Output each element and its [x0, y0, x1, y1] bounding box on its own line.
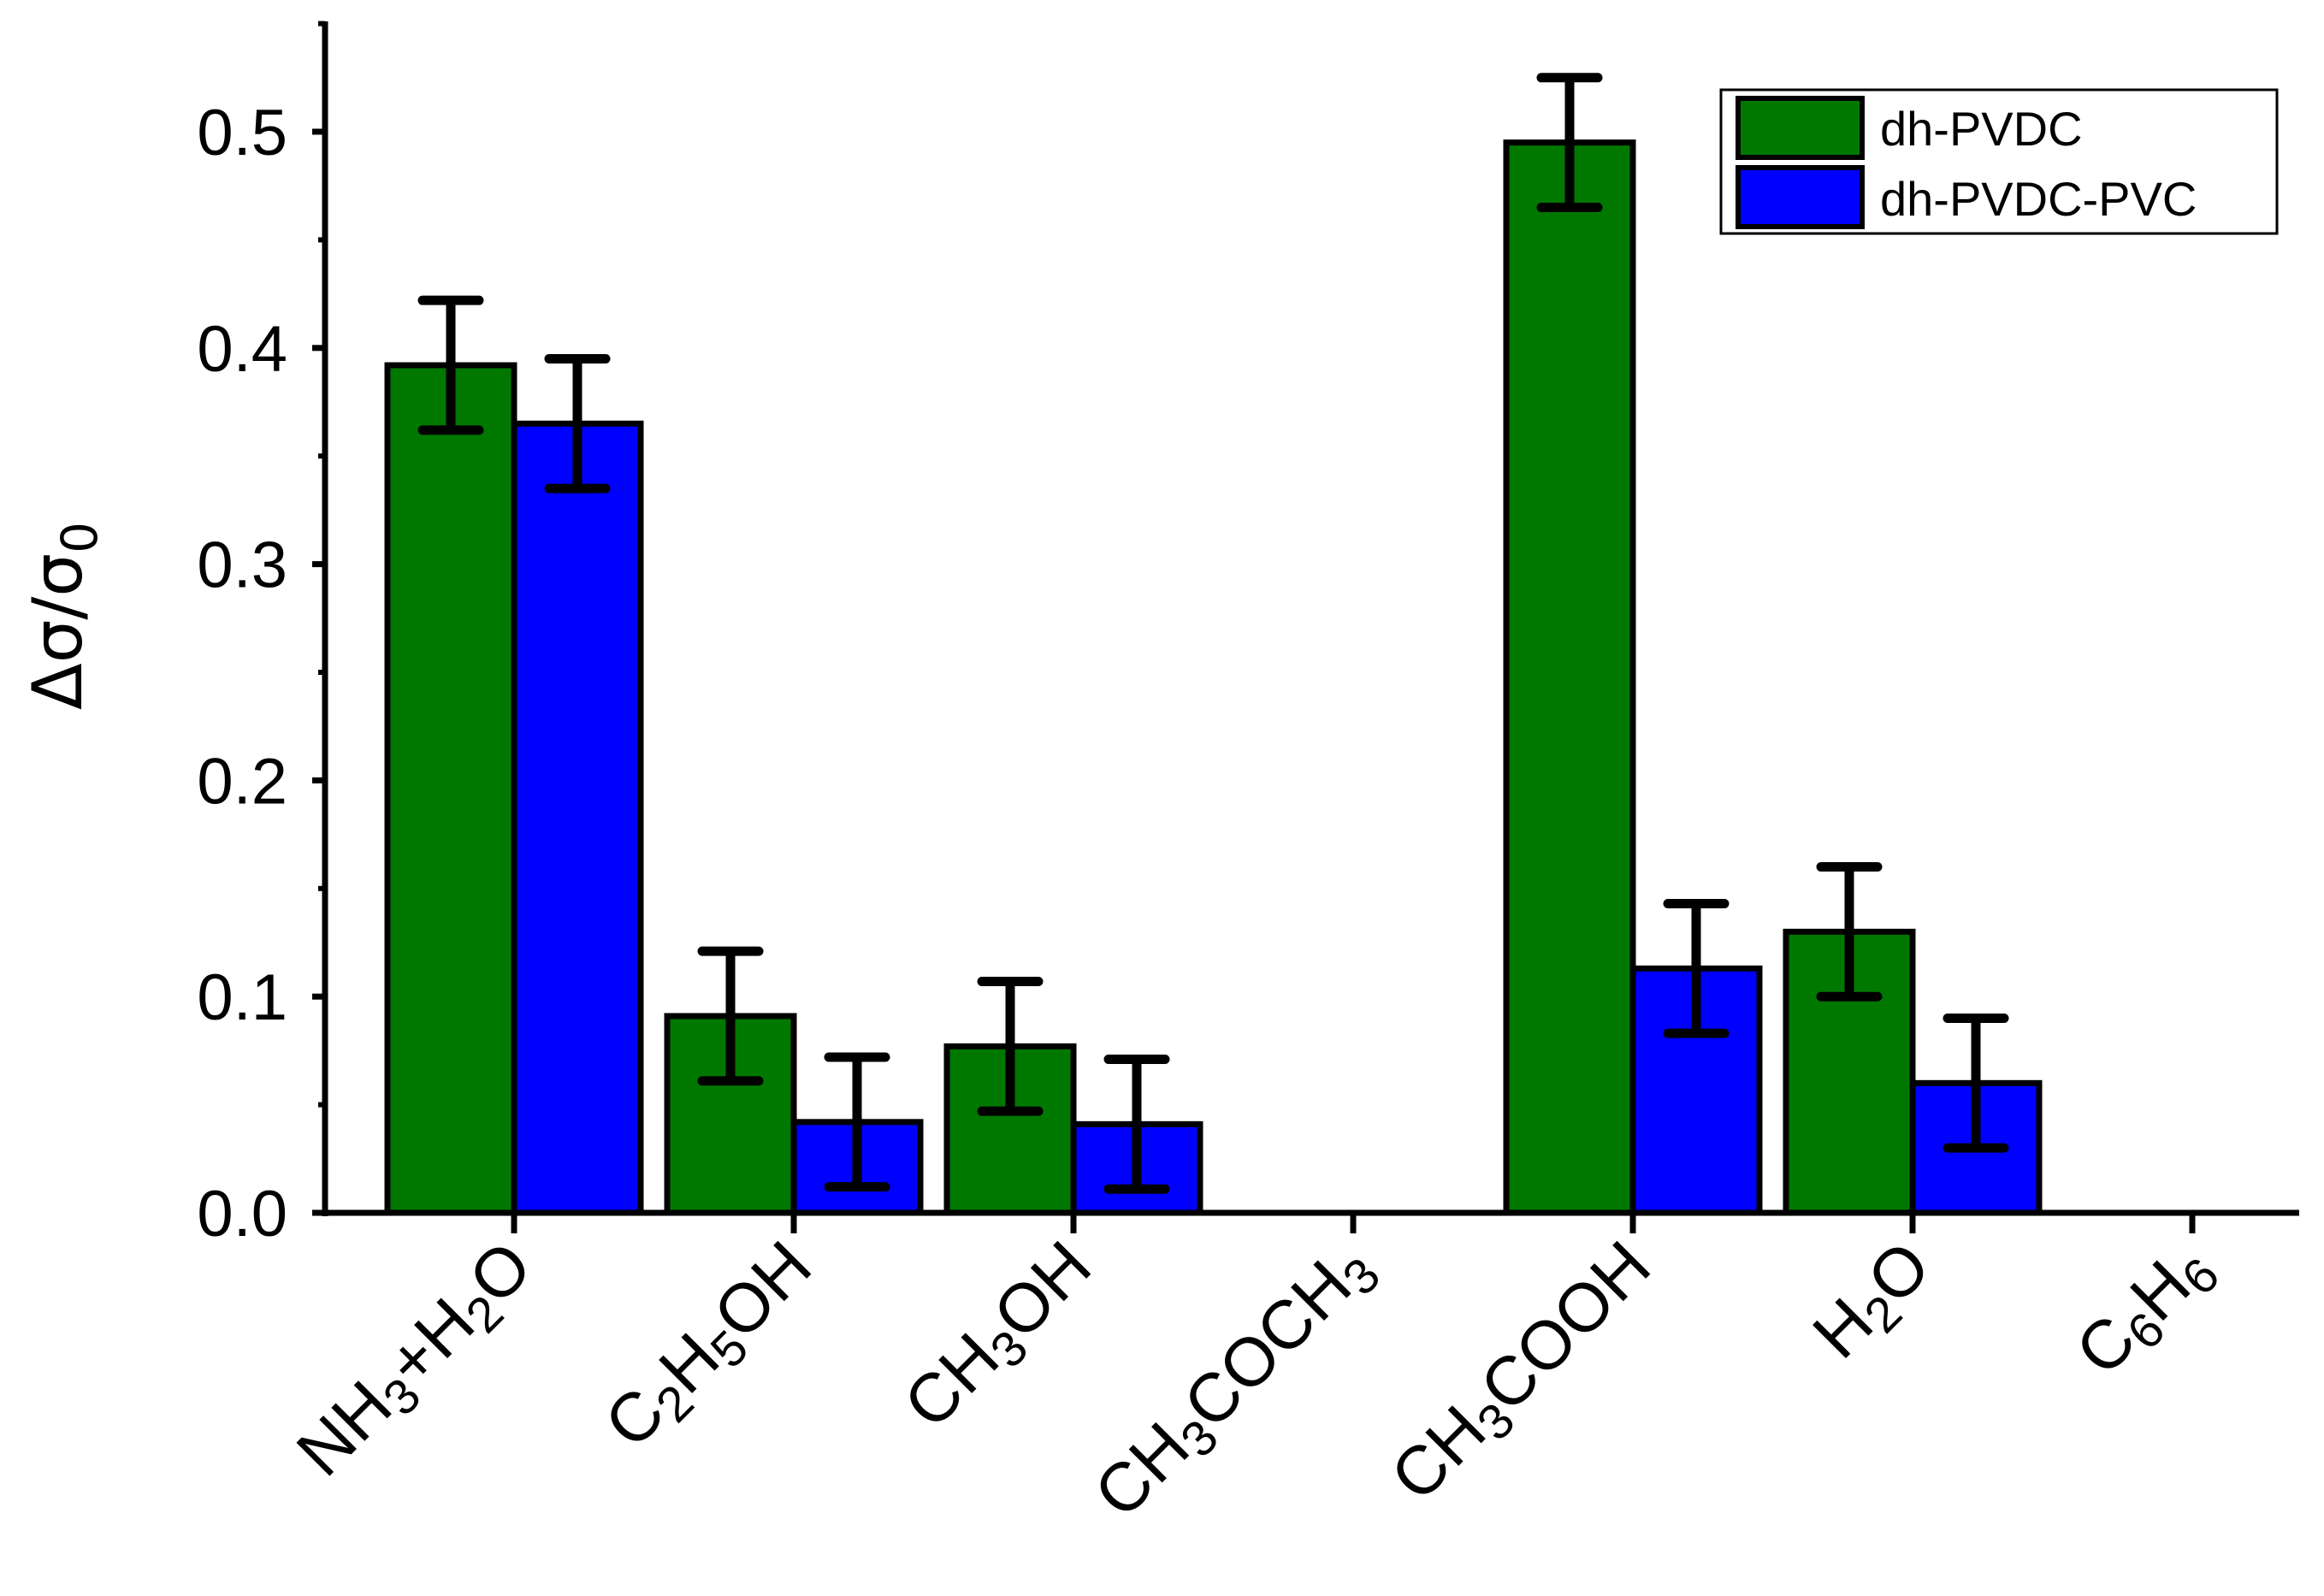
- y-tick-label: 0.3: [197, 529, 287, 602]
- y-tick-label: 0.1: [197, 961, 287, 1034]
- x-tick-label: NH3+H2O: [282, 1227, 552, 1496]
- y-axis-title-text: Δσ/σ0: [18, 522, 109, 710]
- y-axis-title-main: Δσ/σ: [18, 553, 98, 710]
- label-part: COOH: [1465, 1227, 1665, 1426]
- label-part: COCH: [1169, 1246, 1365, 1442]
- x-tick-label: C6H6: [2061, 1227, 2230, 1395]
- legend-label-dh-pvdc: dh-PVDC: [1880, 102, 2083, 156]
- x-tick-label-group: C2H5OH: [590, 1227, 831, 1468]
- y-ticks: 0.0 0.1 0.2 0.3 0.4 0.5: [197, 21, 325, 1250]
- legend-label-dh-pvdc-pvc: dh-PVDC-PVC: [1880, 172, 2197, 226]
- x-tick-label: CH3OH: [890, 1227, 1111, 1448]
- axes-layer: [322, 21, 2299, 1216]
- x-tick-label-group: H2O: [1798, 1227, 1950, 1379]
- x-tick-label: H2O: [1798, 1227, 1950, 1379]
- y-tick-label: 0.5: [197, 97, 287, 169]
- legend: dh-PVDC dh-PVDC-PVC: [1719, 88, 2279, 235]
- bar-dh-pvdc-4: [1503, 139, 1636, 1216]
- bars-layer: [384, 139, 2043, 1216]
- x-tick-label: CH3COOH: [1376, 1227, 1671, 1521]
- errorbars-layer: [417, 73, 2009, 1194]
- y-axis-title: Δσ/σ0: [18, 522, 109, 710]
- bar-dh-pvdc-pvc-0: [511, 420, 644, 1216]
- x-tick-label: CH3COCH3: [1079, 1227, 1391, 1538]
- x-tick-label-group: C6H6: [2061, 1227, 2230, 1395]
- x-tick-label-group: CH3OH: [890, 1227, 1111, 1448]
- legend-swatch-dh-pvdc-pvc: [1736, 165, 1865, 229]
- x-tick-label-group: CH3COOH: [1376, 1227, 1671, 1521]
- x-tick-label-group: CH3COCH3: [1079, 1227, 1391, 1538]
- y-tick-label: 0.2: [197, 745, 287, 818]
- x-tick-label-group: NH3+H2O: [282, 1227, 552, 1496]
- legend-swatch-dh-pvdc: [1736, 96, 1865, 160]
- y-tick-label: 0.4: [197, 313, 287, 386]
- y-axis-title-subscript: 0: [50, 522, 109, 553]
- bar-dh-pvdc-0: [384, 362, 517, 1216]
- y-tick-label: 0.0: [197, 1178, 287, 1250]
- x-tick-label: C2H5OH: [590, 1227, 831, 1468]
